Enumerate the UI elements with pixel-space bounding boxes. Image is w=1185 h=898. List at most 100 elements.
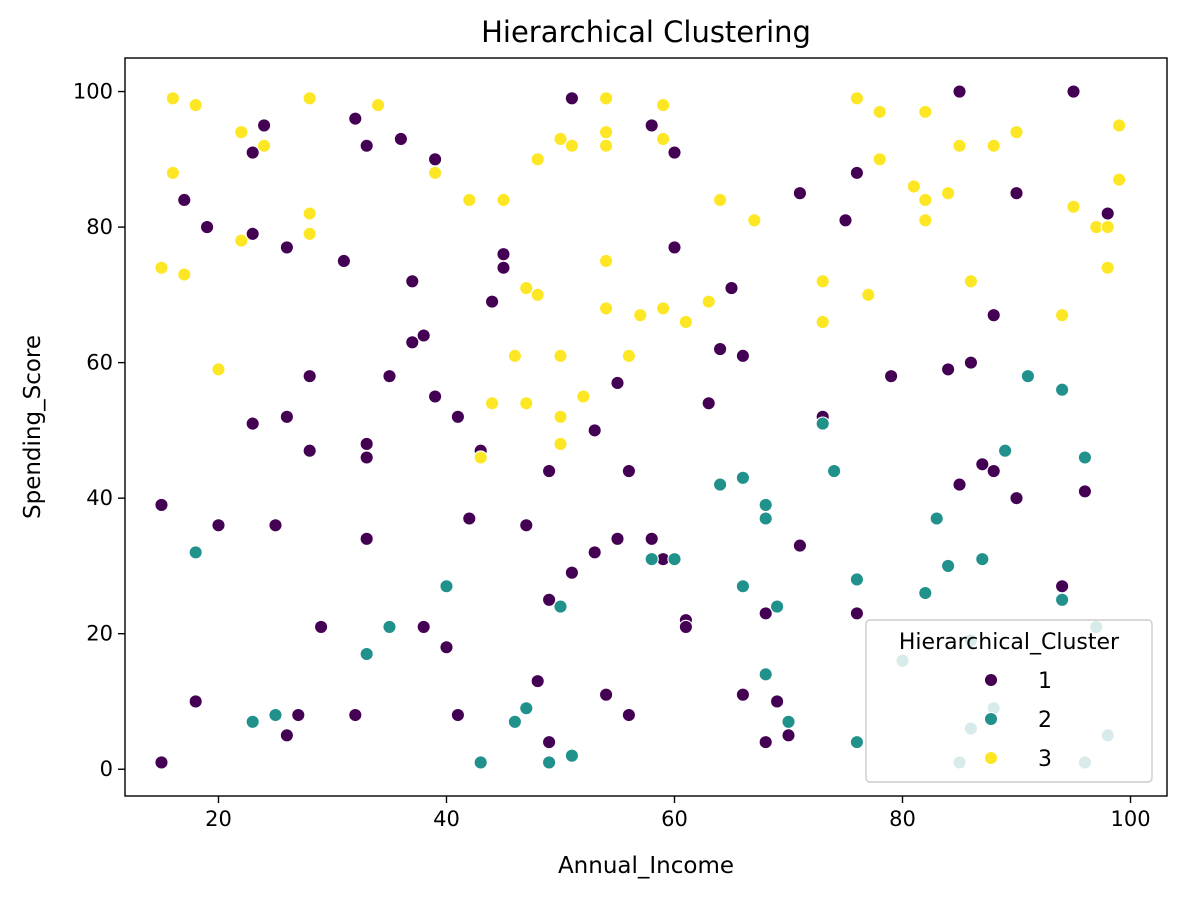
point-cluster-2-10 xyxy=(553,599,568,614)
point-cluster-1-32 xyxy=(427,389,443,404)
point-cluster-3-58 xyxy=(1054,308,1070,323)
point-cluster-3-15 xyxy=(473,450,488,465)
point-cluster-1-45 xyxy=(541,734,557,750)
point-cluster-3-25 xyxy=(553,409,568,424)
point-cluster-1-77 xyxy=(883,369,899,384)
point-cluster-3-10 xyxy=(302,206,317,221)
point-cluster-3-43 xyxy=(815,274,830,289)
y-tick-label-40: 40 xyxy=(86,486,113,510)
point-cluster-3-48 xyxy=(872,152,887,167)
point-cluster-1-25 xyxy=(382,369,397,384)
point-cluster-1-2 xyxy=(177,192,192,208)
point-cluster-3-23 xyxy=(553,131,568,147)
x-tick-label-100: 100 xyxy=(1110,807,1150,831)
point-cluster-3-19 xyxy=(519,280,534,296)
point-cluster-3-21 xyxy=(530,152,545,167)
point-cluster-1-20 xyxy=(348,707,363,723)
point-cluster-3-30 xyxy=(598,125,614,140)
point-cluster-1-53 xyxy=(621,463,637,479)
point-cluster-1-81 xyxy=(963,355,979,370)
point-cluster-1-89 xyxy=(1077,484,1093,499)
point-cluster-1-14 xyxy=(291,707,306,723)
point-cluster-1-35 xyxy=(450,707,466,723)
point-cluster-2-20 xyxy=(769,599,785,614)
point-cluster-3-7 xyxy=(234,233,249,248)
point-cluster-3-17 xyxy=(496,192,511,208)
point-cluster-1-48 xyxy=(587,423,602,438)
point-cluster-1-7 xyxy=(245,226,260,242)
point-cluster-1-72 xyxy=(792,538,808,553)
point-cluster-1-67 xyxy=(758,606,773,621)
point-cluster-1-13 xyxy=(279,728,295,743)
point-cluster-3-9 xyxy=(302,91,317,106)
point-cluster-3-52 xyxy=(918,213,933,228)
point-cluster-3-3 xyxy=(177,267,192,282)
point-cluster-1-82 xyxy=(975,457,990,472)
point-cluster-1-52 xyxy=(610,531,625,546)
legend-marker-2 xyxy=(983,711,999,727)
point-cluster-1-30 xyxy=(416,619,431,635)
point-cluster-3-49 xyxy=(906,179,922,194)
point-cluster-1-54 xyxy=(621,707,637,723)
point-cluster-2-6 xyxy=(473,755,488,770)
point-cluster-1-8 xyxy=(245,416,260,431)
point-cluster-3-0 xyxy=(154,260,169,275)
point-cluster-2-39 xyxy=(1077,450,1093,465)
point-cluster-1-87 xyxy=(1054,579,1070,594)
point-cluster-1-42 xyxy=(530,673,545,689)
point-cluster-2-17 xyxy=(758,497,773,513)
point-cluster-1-59 xyxy=(667,240,682,255)
point-cluster-3-44 xyxy=(815,314,830,330)
point-cluster-1-79 xyxy=(952,84,967,99)
point-cluster-1-84 xyxy=(986,463,1001,479)
point-cluster-1-3 xyxy=(188,694,203,709)
point-cluster-3-45 xyxy=(849,91,865,106)
point-cluster-1-74 xyxy=(838,213,853,228)
point-cluster-3-5 xyxy=(211,362,226,377)
point-cluster-1-70 xyxy=(781,728,796,743)
point-cluster-1-63 xyxy=(712,341,728,357)
point-cluster-1-29 xyxy=(416,328,431,343)
point-cluster-3-42 xyxy=(747,213,762,228)
point-cluster-3-34 xyxy=(621,348,637,363)
point-cluster-1-9 xyxy=(256,118,272,133)
point-cluster-1-46 xyxy=(564,91,580,106)
point-cluster-1-90 xyxy=(1100,206,1115,221)
point-cluster-1-5 xyxy=(211,518,226,533)
point-cluster-3-62 xyxy=(1100,260,1115,275)
point-cluster-1-28 xyxy=(405,335,420,350)
point-cluster-3-40 xyxy=(701,294,716,309)
point-cluster-1-31 xyxy=(427,152,443,167)
point-cluster-3-31 xyxy=(598,138,614,153)
point-cluster-1-40 xyxy=(496,260,511,275)
point-cluster-3-54 xyxy=(952,138,967,153)
point-cluster-2-33 xyxy=(975,551,990,567)
point-cluster-2-21 xyxy=(781,714,796,729)
point-cluster-1-21 xyxy=(359,138,374,153)
point-cluster-3-20 xyxy=(519,396,534,411)
x-tick-label-60: 60 xyxy=(661,807,688,831)
point-cluster-3-32 xyxy=(598,253,614,269)
point-cluster-3-37 xyxy=(655,131,671,147)
point-cluster-3-16 xyxy=(484,396,500,411)
point-cluster-2-25 xyxy=(849,734,865,750)
point-cluster-1-58 xyxy=(667,145,682,160)
point-cluster-2-7 xyxy=(507,714,523,729)
point-cluster-3-11 xyxy=(302,226,317,242)
point-cluster-1-16 xyxy=(302,443,317,458)
point-cluster-3-55 xyxy=(963,274,979,289)
point-cluster-3-59 xyxy=(1066,199,1081,214)
point-cluster-1-61 xyxy=(678,619,694,635)
point-cluster-3-57 xyxy=(1009,125,1024,140)
point-cluster-3-50 xyxy=(918,104,933,120)
point-cluster-3-2 xyxy=(165,165,181,181)
point-cluster-2-27 xyxy=(918,585,933,601)
point-cluster-1-23 xyxy=(359,450,374,465)
point-cluster-1-36 xyxy=(462,511,477,526)
point-cluster-2-11 xyxy=(564,748,580,763)
point-cluster-3-41 xyxy=(712,192,728,208)
point-cluster-3-39 xyxy=(678,314,694,330)
point-cluster-1-50 xyxy=(598,687,614,702)
point-cluster-2-9 xyxy=(541,755,557,770)
y-tick-label-20: 20 xyxy=(86,622,113,646)
